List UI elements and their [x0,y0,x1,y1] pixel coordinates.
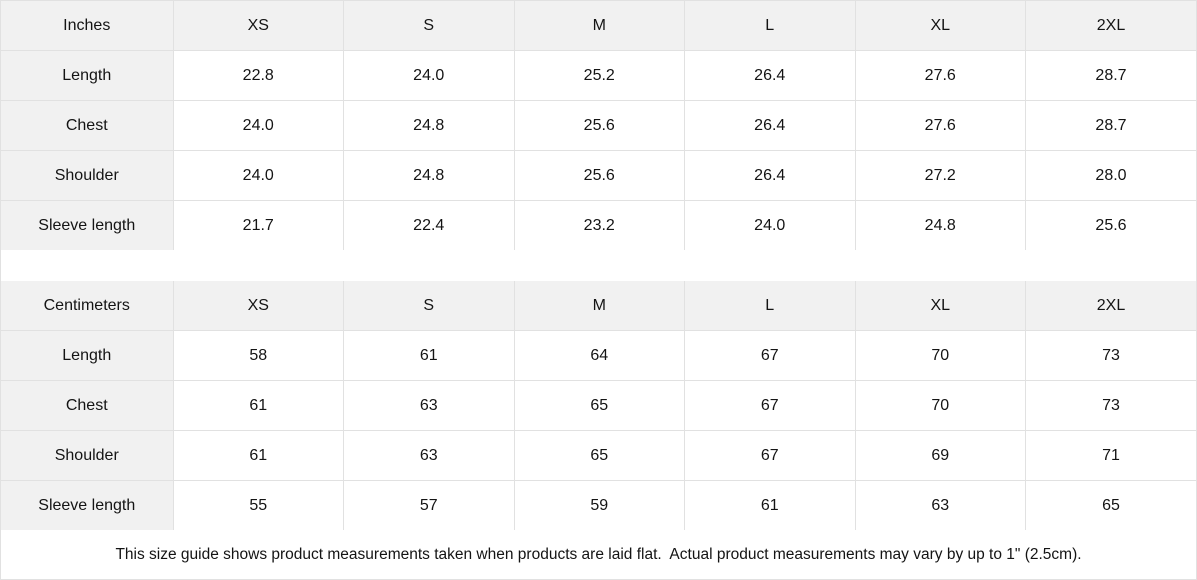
size-header-cell: XS [172,280,344,331]
row-label-cell: Chest [0,380,174,431]
value-cell: 24.0 [343,50,515,101]
value-cell: 26.4 [684,50,856,101]
value-cell: 24.8 [854,200,1026,251]
table-row: Length 22.8 24.0 25.2 26.4 27.6 28.7 [0,50,1197,101]
row-label-cell: Sleeve length [0,480,174,531]
value-cell: 73 [1025,380,1197,431]
table-row: Shoulder 61 63 65 67 69 71 [0,430,1197,481]
size-header-cell: 2XL [1025,280,1197,331]
value-cell: 65 [513,430,685,481]
value-cell: 61 [343,330,515,381]
value-cell: 67 [684,330,856,381]
row-label-cell: Length [0,50,174,101]
row-label-cell: Chest [0,100,174,151]
value-cell: 57 [343,480,515,531]
value-cell: 67 [684,380,856,431]
value-cell: 24.0 [172,150,344,201]
value-cell: 55 [172,480,344,531]
centimeters-table: Centimeters XS S M L XL 2XL Length 58 61… [0,280,1197,531]
value-cell: 24.8 [343,150,515,201]
table-header-row: Centimeters XS S M L XL 2XL [0,280,1197,331]
value-cell: 25.6 [1025,200,1197,251]
value-cell: 28.7 [1025,100,1197,151]
value-cell: 58 [172,330,344,381]
size-header-cell: S [343,280,515,331]
size-header-cell: XL [854,0,1026,51]
size-header-cell: 2XL [1025,0,1197,51]
value-cell: 70 [854,330,1026,381]
row-label-cell: Sleeve length [0,200,174,251]
value-cell: 27.2 [854,150,1026,201]
value-cell: 28.0 [1025,150,1197,201]
value-cell: 73 [1025,330,1197,381]
table-row: Shoulder 24.0 24.8 25.6 26.4 27.2 28.0 [0,150,1197,201]
value-cell: 22.4 [343,200,515,251]
value-cell: 63 [343,430,515,481]
value-cell: 25.6 [513,100,685,151]
value-cell: 71 [1025,430,1197,481]
value-cell: 59 [513,480,685,531]
size-header-cell: M [513,0,685,51]
value-cell: 25.2 [513,50,685,101]
value-cell: 67 [684,430,856,481]
table-row: Chest 24.0 24.8 25.6 26.4 27.6 28.7 [0,100,1197,151]
size-header-cell: S [343,0,515,51]
value-cell: 27.6 [854,50,1026,101]
size-guide-footnote: This size guide shows product measuremen… [115,545,1082,563]
value-cell: 63 [343,380,515,431]
value-cell: 26.4 [684,150,856,201]
unit-header-cell: Inches [0,0,174,51]
value-cell: 65 [1025,480,1197,531]
value-cell: 23.2 [513,200,685,251]
row-label-cell: Shoulder [0,150,174,201]
row-label-cell: Length [0,330,174,381]
table-row: Sleeve length 55 57 59 61 63 65 [0,480,1197,531]
table-row: Chest 61 63 65 67 70 73 [0,380,1197,431]
size-header-cell: L [684,280,856,331]
value-cell: 26.4 [684,100,856,151]
value-cell: 65 [513,380,685,431]
value-cell: 70 [854,380,1026,431]
size-header-cell: XL [854,280,1026,331]
unit-header-cell: Centimeters [0,280,174,331]
table-spacer [1,250,1196,281]
value-cell: 24.8 [343,100,515,151]
value-cell: 61 [172,430,344,481]
value-cell: 61 [172,380,344,431]
value-cell: 25.6 [513,150,685,201]
table-row: Sleeve length 21.7 22.4 23.2 24.0 24.8 2… [0,200,1197,251]
value-cell: 61 [684,480,856,531]
value-cell: 28.7 [1025,50,1197,101]
table-row: Length 58 61 64 67 70 73 [0,330,1197,381]
row-label-cell: Shoulder [0,430,174,481]
size-header-cell: XS [172,0,344,51]
table-header-row: Inches XS S M L XL 2XL [0,0,1197,51]
value-cell: 27.6 [854,100,1026,151]
value-cell: 21.7 [172,200,344,251]
value-cell: 24.0 [172,100,344,151]
value-cell: 69 [854,430,1026,481]
value-cell: 64 [513,330,685,381]
inches-table: Inches XS S M L XL 2XL Length 22.8 24.0 … [0,0,1197,251]
value-cell: 22.8 [172,50,344,101]
size-header-cell: L [684,0,856,51]
value-cell: 63 [854,480,1026,531]
value-cell: 24.0 [684,200,856,251]
size-header-cell: M [513,280,685,331]
